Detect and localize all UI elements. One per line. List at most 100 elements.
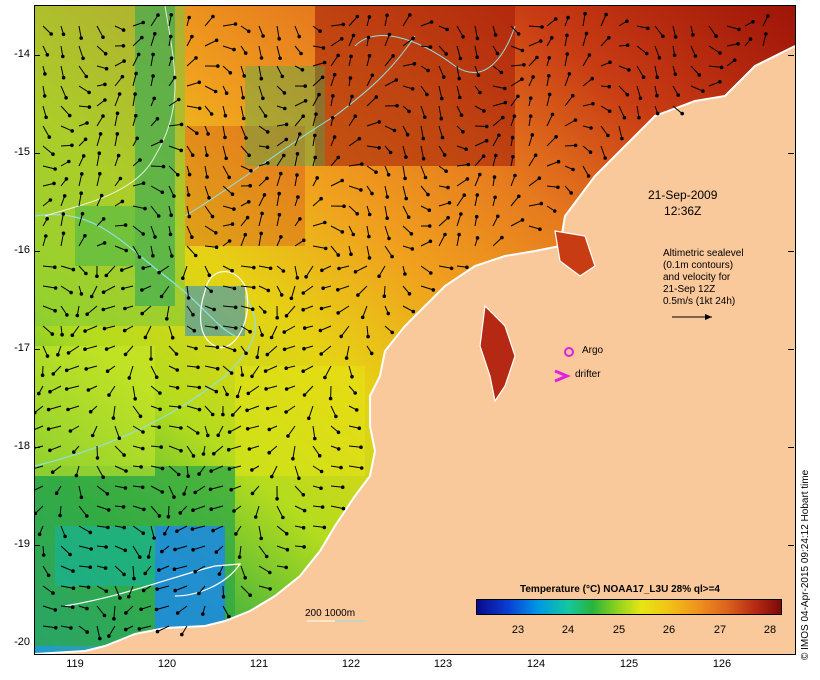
velocity-arrow-head	[322, 525, 327, 530]
velocity-arrow	[402, 14, 411, 27]
velocity-arrow-head	[516, 32, 521, 36]
velocity-arrow-head	[625, 19, 629, 23]
velocity-arrow-head	[377, 146, 381, 150]
velocity-arrow-head	[269, 335, 274, 340]
tickmark	[788, 349, 794, 350]
velocity-arrow-head	[67, 113, 72, 118]
velocity-arrow	[348, 16, 358, 27]
velocity-arrow-head	[655, 111, 660, 116]
velocity-arrow	[251, 365, 260, 377]
velocity-arrow-head	[571, 93, 575, 98]
velocity-arrow-head	[295, 152, 300, 156]
velocity-arrow	[84, 325, 98, 332]
velocity-arrow-head	[143, 206, 147, 211]
velocity-arrow	[150, 485, 163, 493]
velocity-arrow-head	[104, 273, 109, 278]
velocity-arrow	[456, 234, 460, 247]
velocity-arrow	[258, 194, 265, 207]
velocity-arrow-head	[83, 234, 87, 238]
velocity-arrow-head	[197, 407, 202, 412]
velocity-arrow-head	[67, 159, 71, 164]
velocity-arrow-head	[123, 352, 128, 357]
velocity-arrow	[366, 75, 373, 87]
velocity-arrow-head	[321, 286, 326, 291]
velocity-arrow	[258, 545, 268, 557]
velocity-arrow	[213, 445, 224, 455]
velocity-arrow-head	[554, 17, 558, 21]
velocity-arrow	[474, 125, 487, 127]
velocity-arrow	[96, 133, 102, 147]
velocity-arrow-head	[81, 56, 85, 61]
velocity-arrow-head	[140, 35, 144, 40]
tickmark	[788, 545, 794, 546]
velocity-arrow	[600, 145, 606, 159]
velocity-arrow-head	[259, 536, 263, 541]
velocity-arrow	[168, 123, 182, 127]
velocity-arrow-head	[260, 211, 264, 216]
velocity-arrow-head	[281, 269, 286, 273]
velocity-arrow-head	[517, 194, 521, 199]
velocity-arrow	[105, 265, 116, 276]
velocity-arrow-head	[386, 172, 391, 177]
velocity-arrow-head	[169, 13, 174, 17]
velocity-arrow	[150, 205, 160, 217]
velocity-arrow	[312, 245, 326, 249]
velocity-arrow	[265, 365, 278, 372]
velocity-arrow-head	[275, 497, 279, 501]
velocity-arrow	[114, 465, 127, 472]
velocity-arrow	[192, 505, 206, 511]
velocity-arrow-head	[360, 315, 365, 320]
velocity-arrow-head	[250, 374, 254, 379]
velocity-arrow	[168, 445, 182, 452]
velocity-arrow-head	[84, 367, 89, 371]
velocity-arrow	[312, 62, 325, 67]
velocity-arrow	[132, 205, 146, 210]
velocity-arrow-head	[337, 266, 341, 271]
velocity-arrow	[239, 545, 242, 558]
velocity-arrow-head	[80, 172, 84, 176]
velocity-arrow	[420, 21, 432, 27]
velocity-arrow-head	[140, 288, 144, 292]
velocity-arrow-head	[644, 51, 649, 56]
velocity-arrow-head	[138, 555, 142, 559]
velocity-arrow	[96, 625, 101, 639]
velocity-arrow	[271, 465, 278, 477]
velocity-arrow-head	[253, 515, 258, 519]
velocity-arrow-head	[216, 433, 220, 438]
velocity-arrow-head	[277, 37, 281, 41]
velocity-arrow	[60, 125, 73, 132]
velocity-arrow	[96, 45, 107, 55]
velocity-arrow-head	[336, 253, 341, 257]
velocity-arrow	[132, 245, 140, 258]
velocity-arrow	[564, 95, 574, 107]
velocity-arrow-head	[214, 550, 219, 554]
velocity-arrow-head	[138, 158, 142, 162]
velocity-arrow	[132, 37, 143, 47]
velocity-arrow	[366, 121, 380, 127]
velocity-arrow-head	[539, 201, 544, 206]
sealevel-contour	[44, 6, 176, 217]
velocity-arrow-head	[431, 288, 436, 292]
velocity-arrow	[240, 565, 246, 578]
velocity-arrow	[132, 525, 144, 534]
velocity-arrow-head	[286, 434, 290, 438]
velocity-arrow-head	[193, 490, 197, 495]
velocity-arrow	[222, 23, 236, 27]
velocity-arrow-head	[285, 547, 290, 552]
velocity-arrow-head	[359, 466, 364, 470]
velocity-arrow-head	[319, 469, 324, 474]
velocity-arrow-head	[302, 508, 307, 513]
velocity-arrow	[337, 285, 350, 291]
lon-tick: 123	[433, 658, 453, 670]
velocity-arrow-head	[465, 177, 470, 181]
velocity-arrow-head	[50, 332, 55, 336]
velocity-arrow	[348, 185, 362, 191]
velocity-arrow-head	[606, 133, 610, 138]
velocity-arrow	[168, 99, 180, 107]
velocity-arrow	[222, 205, 235, 210]
velocity-arrow-head	[45, 354, 50, 358]
velocity-arrow	[355, 265, 368, 273]
velocity-arrow	[294, 100, 306, 107]
velocity-arrow-head	[214, 245, 219, 249]
velocity-arrow	[420, 285, 434, 291]
